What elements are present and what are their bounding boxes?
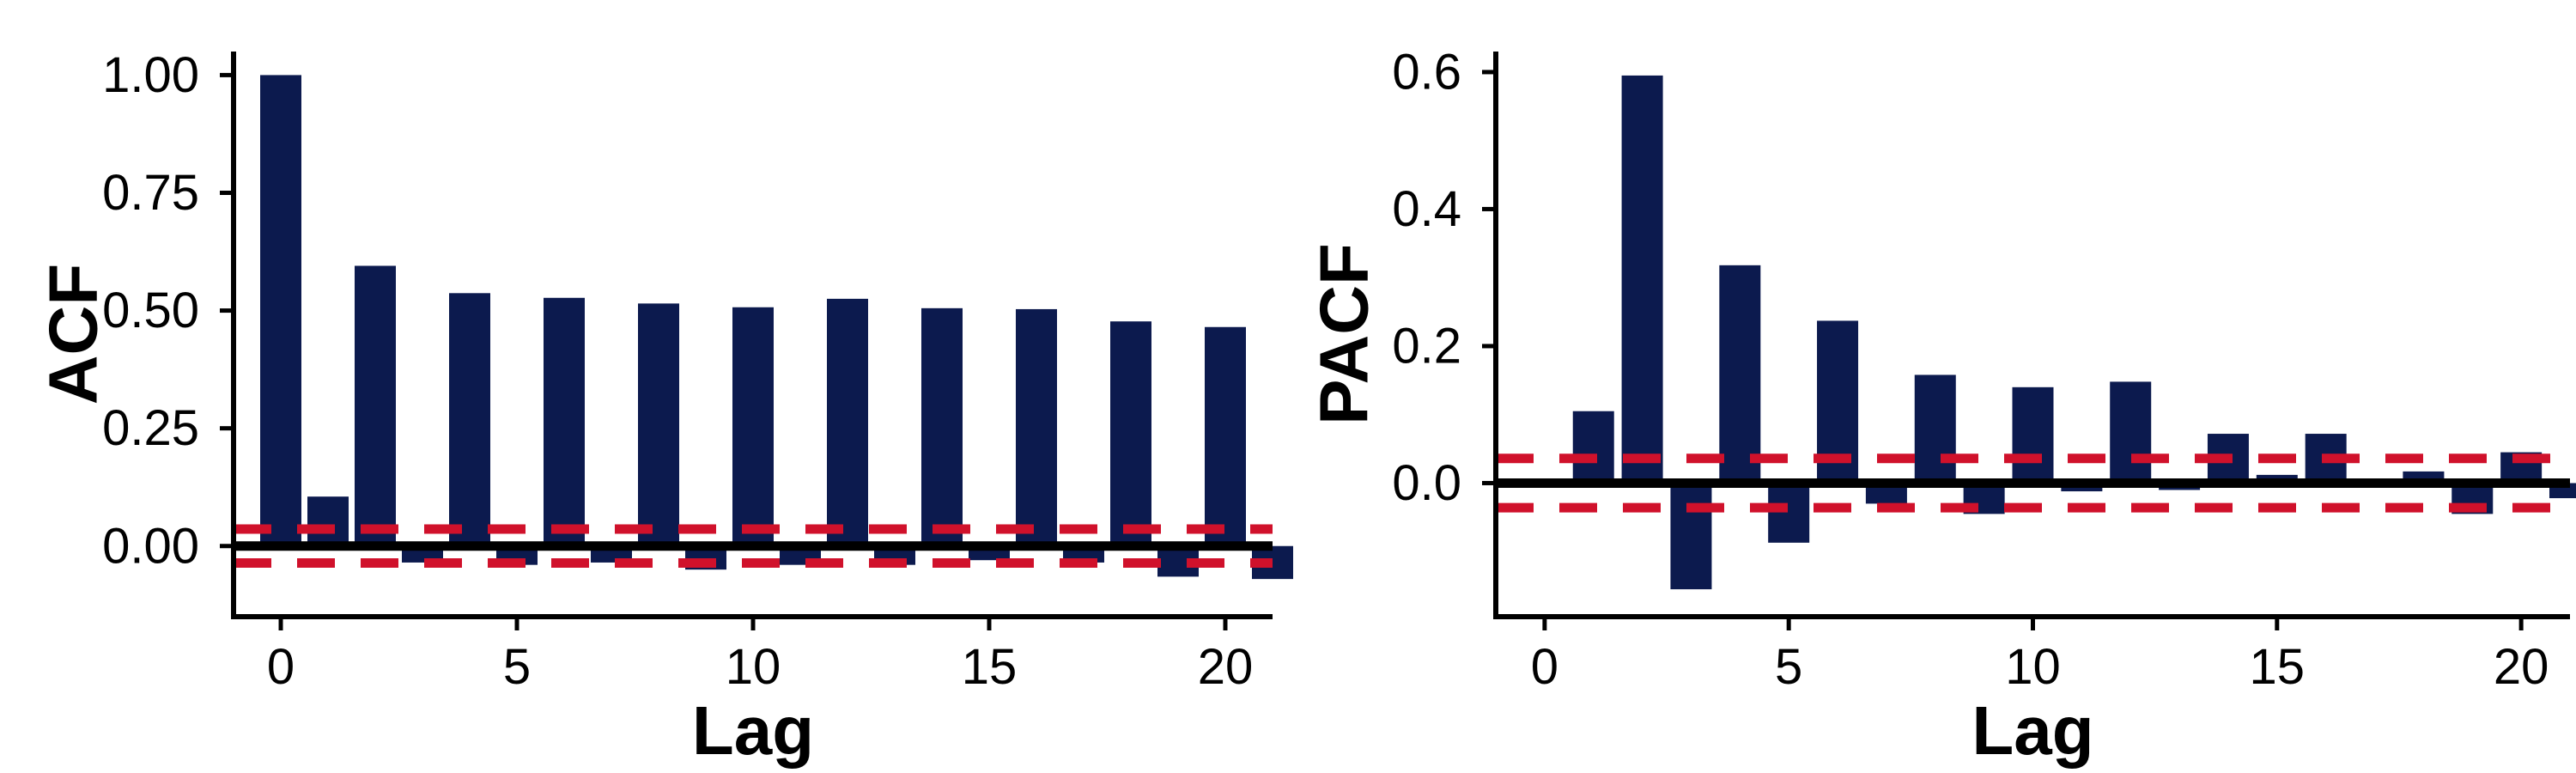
acf-x-tick-label: 0: [267, 639, 295, 695]
acf-bar-lag-6: [544, 297, 585, 546]
acf-bar-lag-12: [827, 298, 868, 546]
acf-x-tick-label: 15: [962, 639, 1018, 695]
pacf-y-tick-label: 0.6: [1392, 44, 1461, 100]
acf-y-axis-title: ACF: [35, 264, 112, 405]
pacf-bar-lag-3: [1670, 483, 1712, 590]
pacf-bar-lag-7: [1865, 483, 1907, 504]
acf-bar-lag-8: [638, 303, 679, 546]
pacf-x-axis-title: Lag: [1971, 692, 2093, 769]
acf-bar-lag-10: [732, 307, 774, 546]
pacf-bar-lag-5: [1768, 483, 1810, 543]
pacf-bar-lag-10: [2012, 386, 2054, 484]
pacf-x-tick-label: 10: [2005, 639, 2061, 695]
pacf-y-axis-title: PACF: [1306, 243, 1382, 425]
pacf-bar-lag-1: [1572, 411, 1614, 484]
pacf-bar-lag-8: [1914, 374, 1956, 484]
acf-bar-lag-0: [260, 75, 301, 546]
acf-y-tick-label: 0.75: [102, 165, 199, 221]
acf-panel: 0.00 0.25 0.50 0.75 1.00 0 5 10 15 20 Lag ACF: [35, 47, 1293, 769]
acf-bar-lag-4: [449, 293, 490, 546]
acf-x-tick-label: 20: [1198, 639, 1254, 695]
pacf-x-tick-label: 0: [1531, 639, 1558, 695]
acf-y-tick-label: 0.00: [102, 518, 199, 574]
pacf-x-tick-label: 20: [2494, 639, 2549, 695]
acf-y-tick-label: 0.50: [102, 283, 199, 338]
acf-x-axis-title: Lag: [692, 692, 814, 769]
pacf-y-tick-label: 0.4: [1392, 181, 1461, 237]
pacf-x-tick-label: 15: [2250, 639, 2306, 695]
pacf-x-tick-label: 5: [1775, 639, 1802, 695]
acf-bar-lag-1: [307, 496, 349, 546]
acf-x-tick-label: 5: [503, 639, 531, 695]
pacf-y-tick-label: 0.0: [1392, 455, 1461, 511]
pacf-bar-lag-12: [2110, 381, 2152, 484]
acf-bars: [260, 75, 1293, 580]
acf-bar-lag-2: [355, 265, 396, 546]
pacf-bar-lag-2: [1621, 75, 1663, 484]
pacf-y-tick-label: 0.2: [1392, 318, 1461, 374]
acf-x-tick-label: 10: [726, 639, 781, 695]
pacf-bar-lag-4: [1719, 265, 1761, 484]
acf-bar-lag-20: [1205, 326, 1246, 546]
acf-y-tick-label: 0.25: [102, 400, 199, 456]
acf-bar-lag-18: [1110, 321, 1151, 546]
acf-bar-lag-14: [921, 307, 963, 546]
pacf-panel: 0.0 0.2 0.4 0.6 0 5 10 15 20 Lag PACF: [1306, 44, 2576, 769]
acf-bar-lag-16: [1016, 308, 1057, 546]
acf-y-tick-label: 1.00: [102, 47, 199, 103]
